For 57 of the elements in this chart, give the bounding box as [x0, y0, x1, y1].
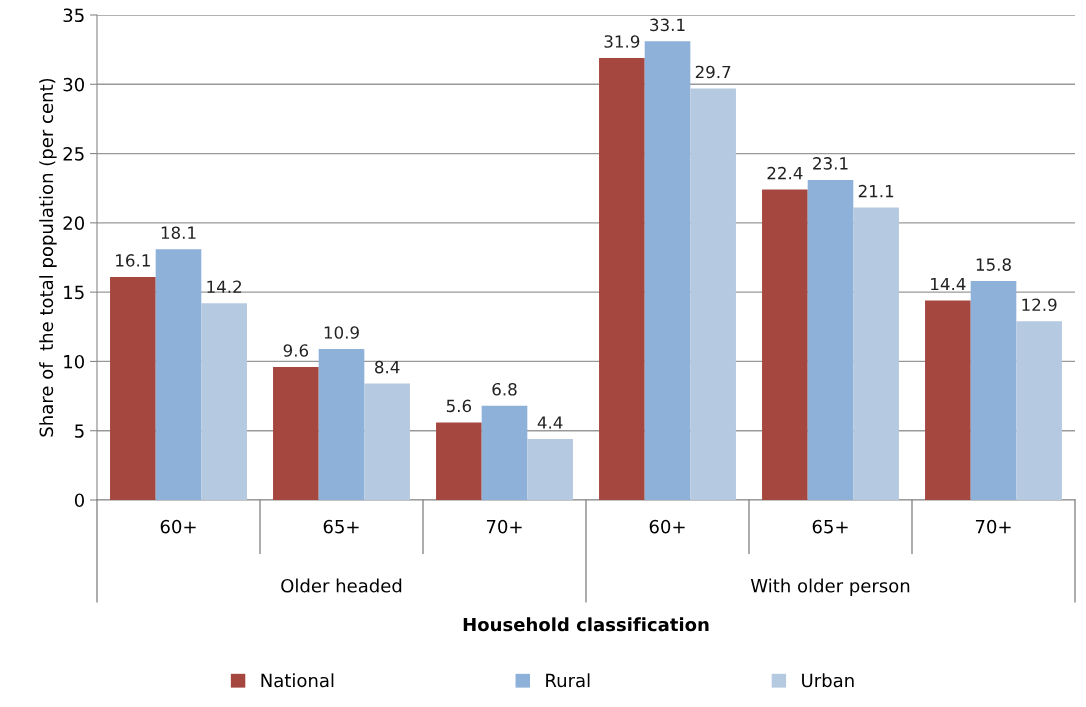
bar	[110, 276, 156, 500]
text: Older headed	[281, 578, 402, 593]
y-tick-label: 10	[64, 354, 84, 369]
x-tick-label: 65+	[323, 519, 359, 534]
x-tick-label: 70+	[975, 519, 1011, 534]
data-label: 33.1	[650, 18, 685, 32]
y-tick-label: 35	[63, 8, 84, 23]
legend-label: Rural	[546, 673, 590, 688]
y-tick-label: 0	[74, 493, 84, 508]
data-label: 12.9	[1022, 298, 1057, 312]
bar	[644, 41, 691, 500]
data-label: 16.1	[116, 254, 150, 267]
bar	[599, 57, 645, 500]
data-label: 9.6	[283, 344, 309, 357]
text: With older person	[750, 578, 910, 597]
bar	[690, 88, 736, 500]
legend-label: Urban	[802, 673, 854, 688]
data-label: 31.9	[604, 35, 640, 48]
y-axis-title: Share of the total population (per cent)	[39, 78, 57, 437]
bar	[762, 189, 808, 500]
data-label: 14.4	[931, 277, 966, 291]
data-label: 8.4	[375, 360, 400, 374]
bar	[481, 405, 528, 500]
bar	[527, 439, 573, 500]
y-tick-label: 15	[64, 285, 84, 300]
x-tick-label: 65+	[812, 519, 848, 534]
data-label: 14.2	[207, 280, 242, 293]
data-label: 21.1	[858, 184, 894, 198]
y-tick-label: 5	[75, 424, 84, 438]
data-label: 15.8	[976, 258, 1011, 271]
bar	[853, 207, 899, 500]
x-tick-label: 60+	[160, 519, 196, 534]
y-tick-label: 20	[63, 216, 84, 230]
data-label: 5.6	[446, 399, 472, 413]
bar	[155, 249, 202, 500]
bar	[970, 281, 1017, 500]
data-label: 4.4	[537, 416, 563, 429]
bar	[925, 300, 971, 500]
data-label: 22.4	[767, 166, 803, 180]
data-label: 18.1	[161, 226, 196, 240]
bar	[807, 179, 854, 500]
x-tick-label: 60+	[649, 519, 685, 534]
bar	[364, 383, 410, 500]
y-tick-label: 25	[63, 147, 84, 161]
data-label: 10.9	[324, 326, 359, 339]
legend-label: National	[261, 673, 334, 688]
y-tick-label: 30	[63, 77, 84, 92]
data-label: 29.7	[695, 65, 731, 79]
bar	[273, 366, 319, 500]
bar	[318, 348, 365, 500]
bar	[436, 422, 482, 500]
bar	[1016, 321, 1062, 500]
data-label: 6.8	[492, 382, 517, 396]
x-axis-title: Household classification	[463, 617, 709, 632]
x-tick-label: 70+	[486, 519, 522, 534]
data-label: 23.1	[813, 157, 848, 170]
bar	[201, 303, 247, 500]
